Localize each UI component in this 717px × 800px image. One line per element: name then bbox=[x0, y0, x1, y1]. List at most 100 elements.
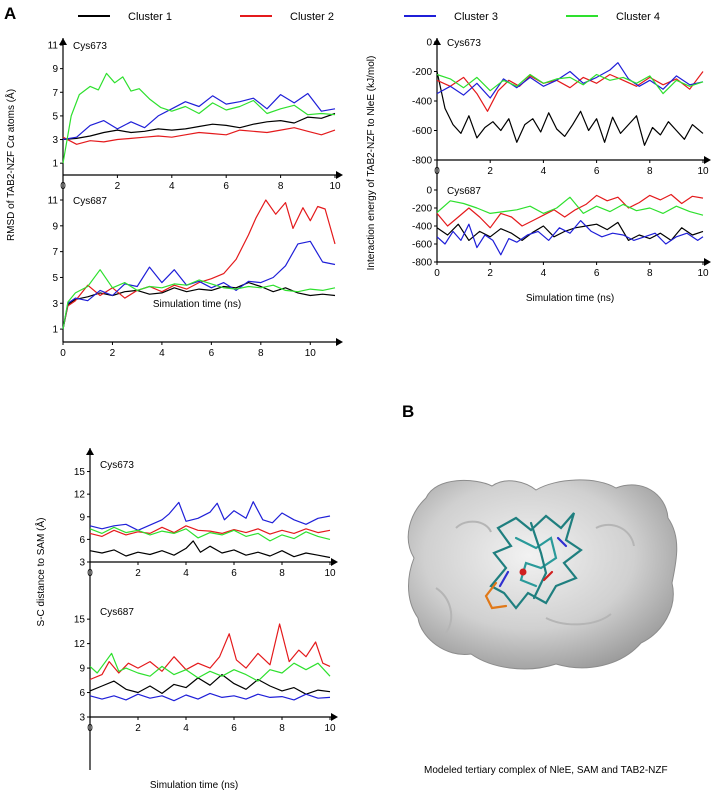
series-line bbox=[436, 73, 704, 95]
x-axis-arrow bbox=[704, 258, 711, 266]
y-tick-label: -200 bbox=[412, 204, 432, 215]
legend-label: Cluster 1 bbox=[128, 11, 172, 23]
x-axis-arrow bbox=[331, 558, 338, 566]
panel-label-a: A bbox=[4, 4, 17, 23]
panel-b-caption: Modeled tertiary complex of NleE, SAM an… bbox=[424, 765, 668, 776]
x-tick-label: 0 bbox=[87, 568, 93, 579]
x-tick-label: 4 bbox=[183, 568, 189, 579]
x-tick-label: 2 bbox=[115, 181, 121, 192]
x-tick-label: 8 bbox=[258, 348, 264, 359]
x-tick-label: 4 bbox=[159, 348, 165, 359]
series-line bbox=[62, 240, 336, 330]
x-tick-label: 6 bbox=[223, 181, 229, 192]
x-tick-label: 10 bbox=[329, 181, 341, 192]
y-tick-label: 0 bbox=[426, 186, 432, 197]
y-tick-label: 9 bbox=[52, 64, 58, 75]
subplot-label: Cys687 bbox=[447, 186, 481, 197]
series-line bbox=[89, 692, 331, 702]
y-tick-label: 12 bbox=[74, 490, 86, 501]
y-tick-label: 3 bbox=[52, 135, 58, 146]
x-tick-label: 8 bbox=[647, 268, 653, 279]
x-tick-label: 2 bbox=[135, 723, 141, 734]
x-tick-label: 10 bbox=[324, 723, 336, 734]
x-tick-label: 0 bbox=[434, 268, 440, 279]
x-tick-label: 4 bbox=[541, 166, 547, 177]
y-tick-label: 15 bbox=[74, 467, 86, 478]
x-tick-label: 4 bbox=[541, 268, 547, 279]
x-tick-label: 0 bbox=[434, 166, 440, 177]
x-tick-label: 2 bbox=[135, 568, 141, 579]
y-tick-label: -800 bbox=[412, 258, 432, 269]
series-line bbox=[89, 674, 331, 695]
x-tick-label: 8 bbox=[647, 166, 653, 177]
y-tick-label: 7 bbox=[52, 88, 58, 99]
subplot-label: Cys673 bbox=[100, 460, 134, 471]
series-line bbox=[62, 112, 336, 141]
legend-label: Cluster 4 bbox=[616, 11, 660, 23]
series-line bbox=[89, 526, 331, 542]
y-tick-label: 6 bbox=[79, 688, 85, 699]
x-tick-label: 10 bbox=[324, 568, 336, 579]
series-line bbox=[89, 501, 331, 531]
x-tick-label: 10 bbox=[697, 166, 709, 177]
subplot-label: Cys687 bbox=[100, 607, 134, 618]
subplot-label: Cys673 bbox=[73, 41, 107, 52]
y-tick-label: 0 bbox=[426, 38, 432, 49]
x-tick-label: 0 bbox=[87, 723, 93, 734]
series-line bbox=[62, 92, 336, 141]
y-tick-label: -400 bbox=[412, 97, 432, 108]
y-axis-arrow bbox=[59, 38, 67, 45]
series-line bbox=[436, 196, 704, 216]
x-tick-label: 4 bbox=[183, 723, 189, 734]
y-tick-label: 5 bbox=[52, 111, 58, 122]
x-tick-label: 4 bbox=[169, 181, 175, 192]
series-line bbox=[89, 525, 331, 537]
y-axis-title: S-C distance to SAM (Å) bbox=[34, 518, 47, 627]
y-tick-label: 12 bbox=[74, 639, 86, 650]
series-line bbox=[62, 269, 336, 330]
y-tick-label: -800 bbox=[412, 156, 432, 167]
x-tick-label: 6 bbox=[231, 723, 237, 734]
y-tick-label: -600 bbox=[412, 240, 432, 251]
series-line bbox=[436, 71, 704, 112]
x-tick-label: 8 bbox=[279, 568, 285, 579]
x-tick-label: 6 bbox=[231, 568, 237, 579]
x-axis-arrow bbox=[704, 156, 711, 164]
x-axis-arrow bbox=[336, 338, 343, 346]
x-tick-label: 2 bbox=[110, 348, 116, 359]
x-axis-title: Simulation time (ns) bbox=[150, 780, 238, 791]
x-tick-label: 8 bbox=[279, 723, 285, 734]
legend-label: Cluster 3 bbox=[454, 11, 498, 23]
series-line bbox=[436, 71, 704, 146]
x-tick-label: 2 bbox=[487, 166, 493, 177]
y-tick-label: 11 bbox=[48, 196, 59, 207]
series-line bbox=[436, 221, 704, 241]
series-line bbox=[436, 193, 704, 229]
x-axis-arrow bbox=[336, 171, 343, 179]
y-tick-label: 6 bbox=[79, 535, 85, 546]
x-tick-label: 10 bbox=[697, 268, 709, 279]
y-tick-label: -200 bbox=[412, 67, 432, 78]
x-tick-label: 8 bbox=[278, 181, 284, 192]
legend-label: Cluster 2 bbox=[290, 11, 334, 23]
x-axis-arrow bbox=[331, 713, 338, 721]
y-tick-label: 9 bbox=[52, 221, 58, 232]
y-tick-label: -600 bbox=[412, 126, 432, 137]
y-tick-label: 3 bbox=[52, 299, 58, 310]
protein-surface-image bbox=[407, 479, 678, 670]
y-tick-label: -400 bbox=[412, 222, 432, 233]
y-tick-label: 9 bbox=[79, 664, 85, 675]
series-line bbox=[436, 220, 704, 256]
subplot-label: Cys673 bbox=[447, 38, 481, 49]
series-line bbox=[62, 72, 336, 164]
x-axis-title: Simulation time (ns) bbox=[153, 299, 241, 310]
x-tick-label: 0 bbox=[60, 348, 66, 359]
series-line bbox=[62, 199, 336, 330]
y-tick-label: 3 bbox=[79, 558, 85, 569]
series-line bbox=[62, 127, 336, 145]
x-tick-label: 6 bbox=[594, 166, 600, 177]
y-tick-label: 5 bbox=[52, 273, 58, 284]
y-tick-label: 7 bbox=[52, 247, 58, 258]
x-axis-title: Simulation time (ns) bbox=[526, 293, 614, 304]
